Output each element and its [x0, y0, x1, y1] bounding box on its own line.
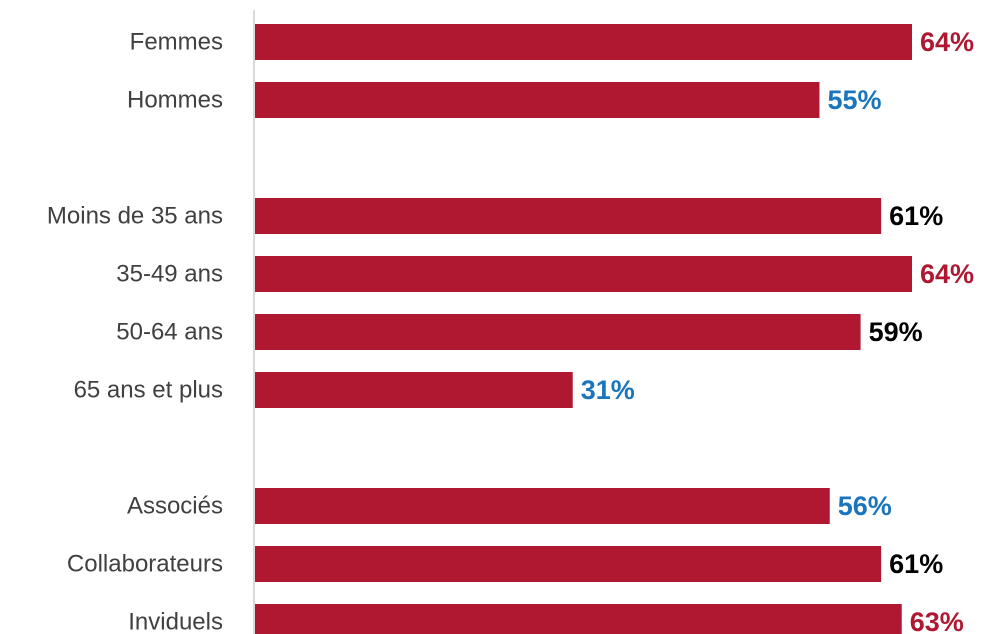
bar: [254, 488, 830, 524]
bar: [254, 82, 820, 118]
bar: [254, 314, 861, 350]
value-label: 59%: [869, 317, 923, 347]
category-label: Collaborateurs: [67, 551, 223, 578]
category-label: Inviduels: [128, 609, 223, 634]
bar: [254, 604, 902, 634]
bar: [254, 24, 912, 60]
value-label: 64%: [920, 259, 974, 289]
category-label: Moins de 35 ans: [47, 203, 223, 230]
category-labels-group: Femmes Hommes Moins de 35 ans 35-49 ans 50-6…: [47, 29, 223, 634]
value-label: 64%: [920, 27, 974, 57]
category-label: 50-64 ans: [116, 319, 223, 346]
value-label: 31%: [581, 375, 635, 405]
category-label: 35-49 ans: [116, 261, 223, 288]
category-label: Associés: [127, 493, 223, 520]
bars-group: [254, 24, 912, 634]
bar: [254, 198, 882, 234]
category-label: 65 ans et plus: [74, 377, 223, 404]
value-label: 63%: [910, 607, 964, 634]
value-label: 61%: [889, 549, 943, 579]
bar: [254, 546, 882, 582]
value-label: 55%: [827, 85, 881, 115]
bar: [254, 372, 573, 408]
value-labels-group: 64% 55% 61% 64% 59% 31% 56% 61% 63%: [581, 27, 974, 634]
bar: [254, 256, 912, 292]
category-label: Femmes: [130, 29, 223, 56]
value-label: 61%: [889, 201, 943, 231]
category-label: Hommes: [127, 87, 223, 114]
value-label: 56%: [838, 491, 892, 521]
